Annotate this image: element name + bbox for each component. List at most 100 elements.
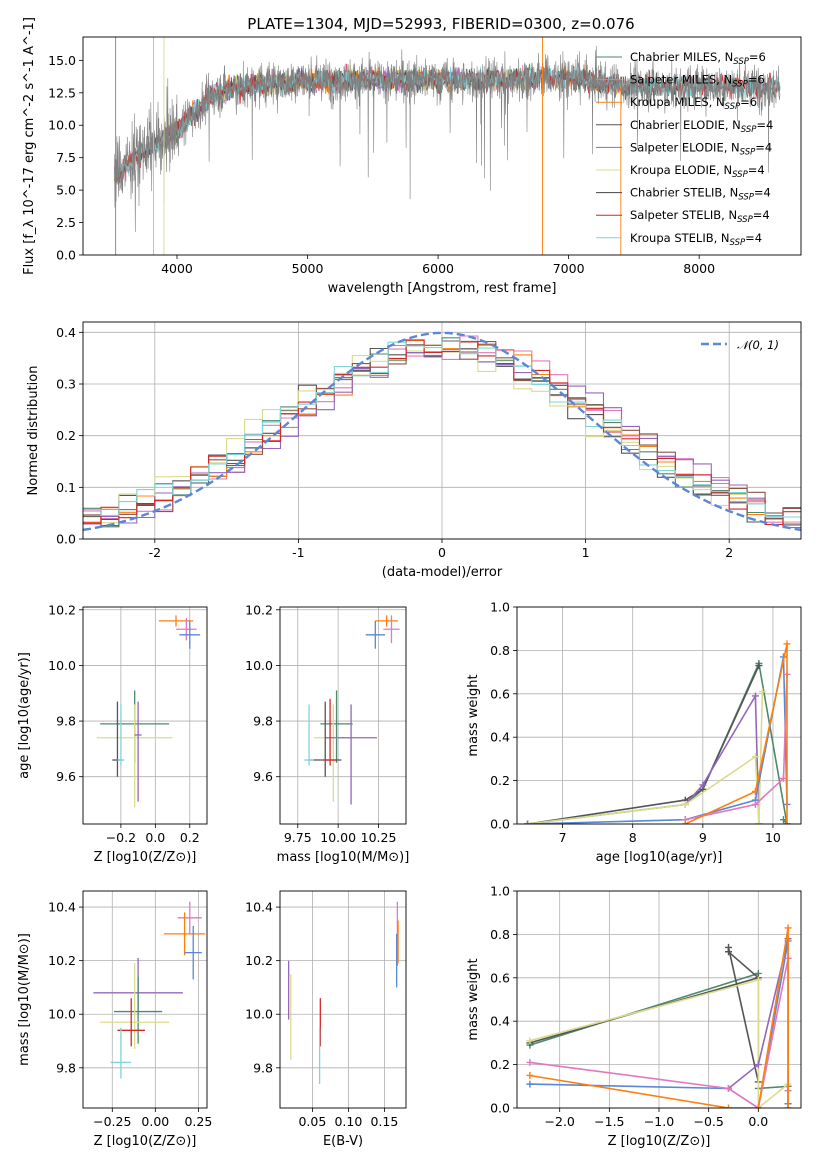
y-tick-label: 0.6 xyxy=(490,686,510,701)
x-tick-label: -2 xyxy=(149,545,161,560)
y-tick-label: 9.8 xyxy=(56,1060,76,1075)
weight-point-marker xyxy=(754,1104,762,1108)
legend-label-subscript: SSP xyxy=(732,80,748,90)
y-axis-label: mass weight xyxy=(466,674,481,756)
y-tick-label: 0.2 xyxy=(490,1057,510,1072)
x-tick-label: 10 xyxy=(765,830,781,845)
x-tick-label: 0.2 xyxy=(180,830,200,845)
weight-series-line xyxy=(684,643,788,824)
y-tick-label: 0.8 xyxy=(490,927,510,942)
weight-point-marker xyxy=(783,640,791,648)
x-tick-label: 7 xyxy=(559,830,567,845)
x-axis-label: mass [log10(M/M⊙)] xyxy=(277,850,410,865)
x-tick-label: −0.2 xyxy=(106,830,136,845)
legend-label-value: =4 xyxy=(745,231,762,245)
weight-point-marker xyxy=(751,692,759,700)
y-tick-label: 9.8 xyxy=(56,714,76,729)
x-axis-label: Z [log10(Z/Z⊙)] xyxy=(94,1134,197,1149)
histogram-series xyxy=(83,340,801,518)
chart-panel-spectrum: 4000 5000 6000 7000 8000 0.0 2.5 5.0 7.5 10.0 12.5… xyxy=(22,17,802,296)
y-tick-label: 10.0 xyxy=(48,1007,76,1022)
weight-point-marker xyxy=(758,688,766,696)
y-tick-label: 2.5 xyxy=(56,215,76,230)
y-tick-label: 7.5 xyxy=(56,150,76,165)
weight-series-line xyxy=(529,947,760,1083)
weight-series-line xyxy=(527,660,788,824)
figure-title: PLATE=1304, MJD=52993, FIBERID=0300, z=0… xyxy=(247,15,634,33)
legend-label: Kroupa STELIB, NSSP=4 xyxy=(630,231,762,248)
y-tick-label: 10.4 xyxy=(245,900,273,915)
weight-point-marker xyxy=(725,943,733,951)
x-tick-label: −2.0 xyxy=(545,1114,575,1129)
weight-point-marker xyxy=(526,1071,534,1079)
legend-label-text: Kroupa STELIB, N xyxy=(630,231,730,245)
y-tick-label: 0.0 xyxy=(490,1101,510,1116)
legend-label-subscript: SSP xyxy=(725,102,741,112)
x-tick-label: 0.05 xyxy=(298,1114,326,1129)
observed-spectrum-line xyxy=(114,45,781,233)
x-axis-label: E(B-V) xyxy=(323,1134,363,1149)
weight-point-marker xyxy=(725,1104,733,1108)
y-tick-label: 9.6 xyxy=(253,769,273,784)
x-tick-label: 6000 xyxy=(422,261,454,276)
legend-label-subscript: SSP xyxy=(733,57,749,67)
x-tick-label: −1.0 xyxy=(644,1114,674,1129)
plot-area xyxy=(93,901,206,1079)
legend-label-subscript: SSP xyxy=(737,215,753,225)
legend-label-value: =4 xyxy=(754,186,771,200)
weight-point-marker xyxy=(784,924,792,932)
axes-frame xyxy=(279,606,407,825)
axes-frame xyxy=(82,321,802,540)
x-tick-label: 0.0 xyxy=(145,830,165,845)
y-tick-label: 0.2 xyxy=(490,773,510,788)
legend-label-value: =4 xyxy=(755,140,772,154)
y-axis-label: Normed distribution xyxy=(26,366,41,496)
y-axis-label: mass weight xyxy=(466,958,481,1040)
legend-label: Salpeter STELIB, NSSP=4 xyxy=(630,208,770,225)
weight-series-line xyxy=(527,656,788,824)
x-tick-label: 0.00 xyxy=(141,1114,169,1129)
y-tick-label: 0.4 xyxy=(490,730,510,745)
normal-reference-curve xyxy=(83,331,801,532)
legend-label: Chabrier ELODIE, NSSP=4 xyxy=(630,118,773,135)
y-tick-label: 10.0 xyxy=(48,658,76,673)
legend-label: Chabrier MILES, NSSP=6 xyxy=(630,50,766,67)
legend-label: Salpeter ELODIE, NSSP=4 xyxy=(630,140,772,157)
y-tick-label: 0.4 xyxy=(56,325,76,340)
weight-point-marker xyxy=(751,800,759,808)
y-tick-label: 10.0 xyxy=(245,1007,273,1022)
legend-label-text: Salpeter ELODIE, N xyxy=(630,140,740,154)
legend-label-subscript: SSP xyxy=(730,238,746,248)
y-tick-label: 0.0 xyxy=(56,532,76,547)
x-axis-label: (data-model)/error xyxy=(382,565,503,580)
weight-point-marker xyxy=(725,1084,733,1092)
y-tick-label: 0.0 xyxy=(56,248,76,263)
y-tick-label: 0.0 xyxy=(490,817,510,832)
x-axis-label: age [log10(age/yr)] xyxy=(596,850,723,865)
y-tick-label: 0.6 xyxy=(490,970,510,985)
y-tick-label: 0.3 xyxy=(56,377,76,392)
weight-point-marker xyxy=(751,787,759,795)
chart-panel-age-vs-Z: −0.2 0.0 0.2 9.6 9.8 10.0 10.2 Z [log10(Z/Z⊙)] a… xyxy=(17,602,208,865)
x-tick-label: −1.5 xyxy=(594,1114,624,1129)
weight-point-marker xyxy=(526,1080,534,1088)
y-tick-label: 1.0 xyxy=(490,600,510,615)
y-tick-label: 0.8 xyxy=(490,643,510,658)
y-tick-label: 0.4 xyxy=(490,1014,510,1029)
y-axis-label: mass [log10(M/M⊙)] xyxy=(17,933,32,1066)
y-tick-label: 10.2 xyxy=(245,953,273,968)
x-tick-label: −0.5 xyxy=(693,1114,723,1129)
axes-frame xyxy=(82,606,208,825)
legend-label: 𝒩(0, 1) xyxy=(737,338,779,352)
y-axis-label: Flux [f_λ 10^-17 erg cm^-2 s^-1 A^-1] xyxy=(22,17,37,275)
y-tick-label: 10.2 xyxy=(245,602,273,617)
legend-label-value: =4 xyxy=(756,118,773,132)
weight-point-marker xyxy=(779,816,787,824)
legend-label-text: Chabrier MILES, N xyxy=(630,50,733,64)
legend-label-value: =4 xyxy=(748,163,765,177)
y-tick-label: 10.2 xyxy=(48,953,76,968)
plot-area xyxy=(526,924,792,1108)
legend-label-value: =4 xyxy=(753,208,770,222)
x-tick-label: 8 xyxy=(629,830,637,845)
legend-label: Kroupa ELODIE, NSSP=4 xyxy=(630,163,765,180)
